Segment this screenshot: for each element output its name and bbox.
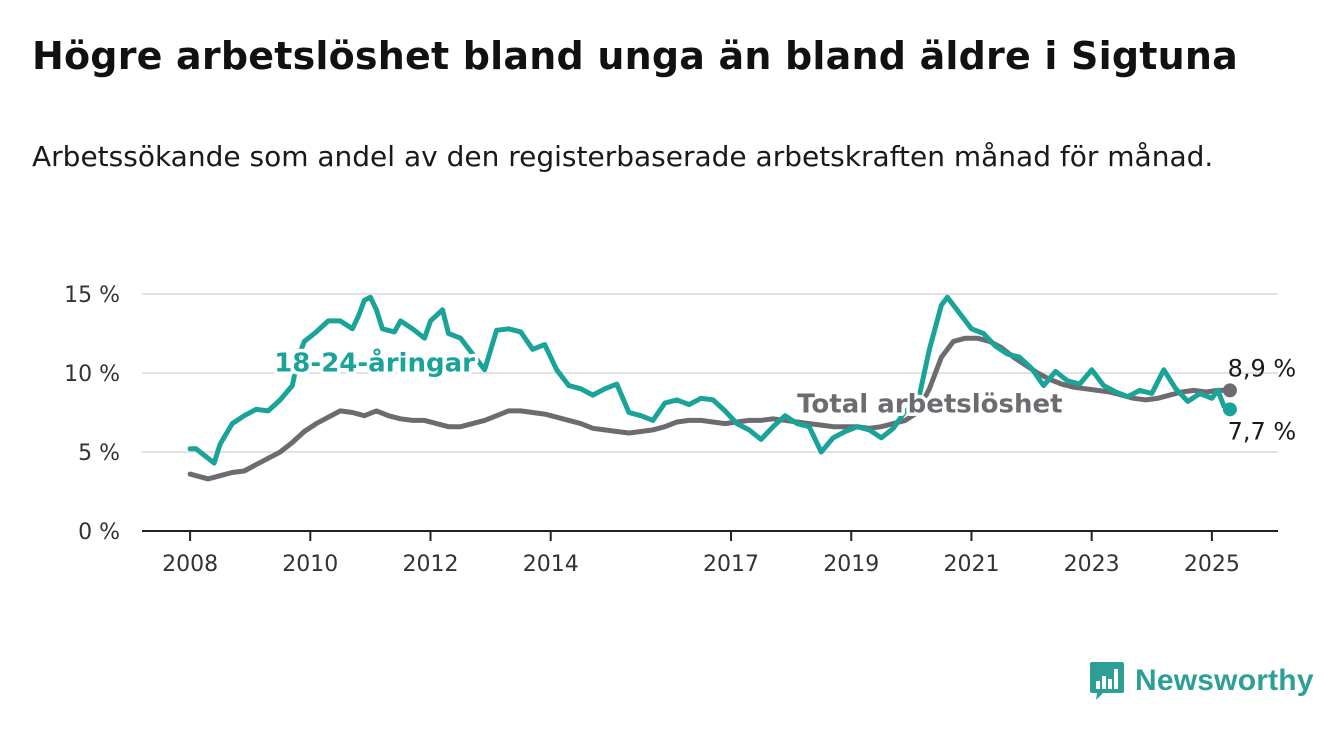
series-end-point (1222, 383, 1237, 398)
x-tick-label: 2017 (703, 552, 759, 577)
bar-chart-icon (1090, 662, 1124, 700)
chart-subtitle: Arbetssökande som andel av den registerb… (32, 140, 1214, 173)
x-tick-label: 2012 (403, 552, 459, 577)
end-value-label: 7,7 % (1228, 417, 1297, 445)
x-tick-label: 2021 (943, 552, 999, 577)
y-axis-ticks: 0 % 5 % 10 % 15 % (64, 283, 120, 545)
y-tick-label: 5 % (78, 441, 120, 466)
series-line-youth (187, 294, 1233, 466)
x-tick-label: 2010 (282, 552, 338, 577)
x-tick-label: 2025 (1184, 552, 1240, 577)
x-tick-label: 2014 (523, 552, 579, 577)
y-tick-label: 0 % (78, 520, 120, 545)
brand-logo: Newsworthy (1089, 660, 1314, 702)
series-end-point (1222, 402, 1237, 417)
y-tick-label: 10 % (64, 362, 120, 387)
x-axis: 2008 2010 2012 2014 2017 2019 2021 2023 2025 (142, 530, 1278, 577)
series-line-total (187, 335, 1233, 482)
y-tick-label: 15 % (64, 283, 120, 308)
series-lines (187, 294, 1237, 482)
end-value-label: 8,9 % (1228, 354, 1297, 382)
chart-title: Högre arbetslöshet bland unga än bland ä… (32, 34, 1238, 78)
x-tick-label: 2019 (823, 552, 879, 577)
series-labels: Total arbetslöshet 8,9 % 18-24-åringar 7,7 … (271, 343, 1297, 445)
series-label: 18-24-åringar (274, 346, 475, 378)
brand-name: Newsworthy (1135, 664, 1314, 697)
series-label: Total arbetslöshet (797, 390, 1062, 420)
x-tick-label: 2023 (1064, 552, 1120, 577)
x-tick-label: 2008 (162, 552, 218, 577)
